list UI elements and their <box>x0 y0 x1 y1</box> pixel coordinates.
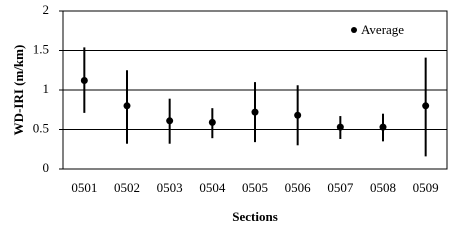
legend-label: Average <box>361 22 404 37</box>
x-tick-label: 0506 <box>285 180 312 195</box>
x-tick-label: 0508 <box>370 180 396 195</box>
average-marker <box>123 102 131 110</box>
chart: WD-IRI (m/km) Sections 0 0.5 1 1.5 2 0501 0502… <box>11 2 448 224</box>
average-marker <box>379 123 387 131</box>
y-tick-label: 1 <box>43 81 50 96</box>
x-axis-label: Sections <box>232 209 278 224</box>
x-tick-label: 0504 <box>199 180 226 195</box>
y-axis-label: WD-IRI (m/km) <box>11 45 26 136</box>
x-tick-label: 0507 <box>327 180 354 195</box>
y-tick-label: 1.5 <box>33 41 49 56</box>
average-marker <box>294 111 302 119</box>
x-tick-label: 0509 <box>413 180 439 195</box>
legend-marker <box>351 27 357 33</box>
y-tick-label: 2 <box>43 2 50 17</box>
x-tick-label: 0501 <box>71 180 97 195</box>
average-marker <box>208 118 216 126</box>
x-tick-label: 0505 <box>242 180 268 195</box>
average-marker <box>251 108 259 116</box>
average-marker <box>336 123 344 131</box>
x-tick-label: 0502 <box>114 180 140 195</box>
average-marker <box>80 77 88 85</box>
average-marker <box>422 102 430 110</box>
y-tick-label: 0.5 <box>33 120 49 135</box>
y-tick-label: 0 <box>43 160 50 175</box>
average-marker <box>166 117 174 125</box>
x-tick-label: 0503 <box>157 180 183 195</box>
